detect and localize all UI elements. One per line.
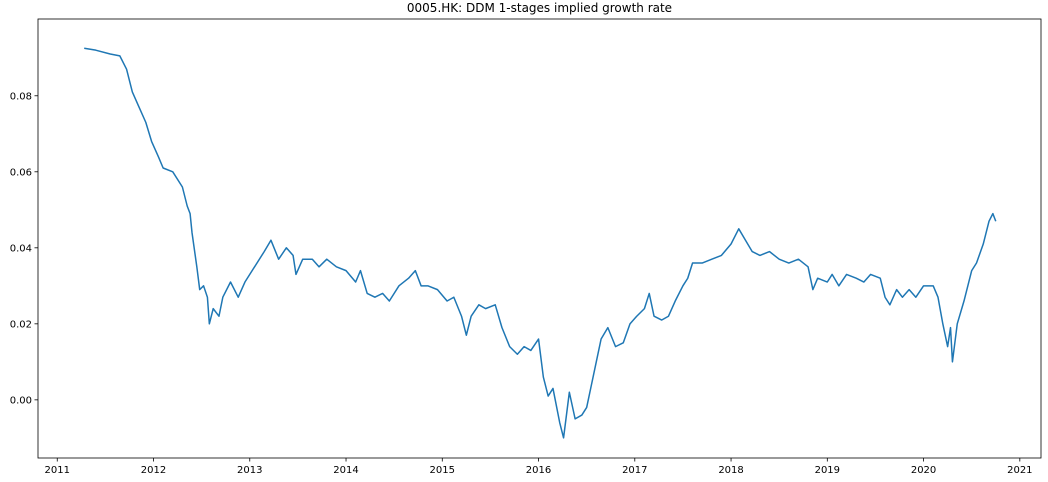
x-tick-label: 2020 (911, 465, 936, 476)
x-tick-label: 2017 (622, 465, 647, 476)
x-tick-label: 2015 (430, 465, 455, 476)
y-tick-label: 0.02 (10, 319, 32, 330)
x-tick-label: 2018 (718, 465, 743, 476)
x-tick-label: 2011 (45, 465, 70, 476)
line-series (84, 47, 997, 439)
y-tick-label: 0.04 (10, 243, 32, 254)
y-tick-label: 0.00 (10, 395, 32, 406)
y-tick-label: 0.06 (10, 167, 32, 178)
x-tick-label: 2021 (1007, 465, 1032, 476)
x-tick-label: 2016 (526, 465, 551, 476)
x-tick-label: 2014 (333, 465, 358, 476)
chart-title: 0005.HK: DDM 1-stages implied growth rat… (407, 1, 672, 15)
axes-frame (37, 18, 1042, 459)
x-tick-label: 2019 (815, 465, 840, 476)
x-tick-label: 2013 (237, 465, 262, 476)
y-tick-label: 0.08 (10, 91, 32, 102)
x-tick-label: 2012 (141, 465, 166, 476)
